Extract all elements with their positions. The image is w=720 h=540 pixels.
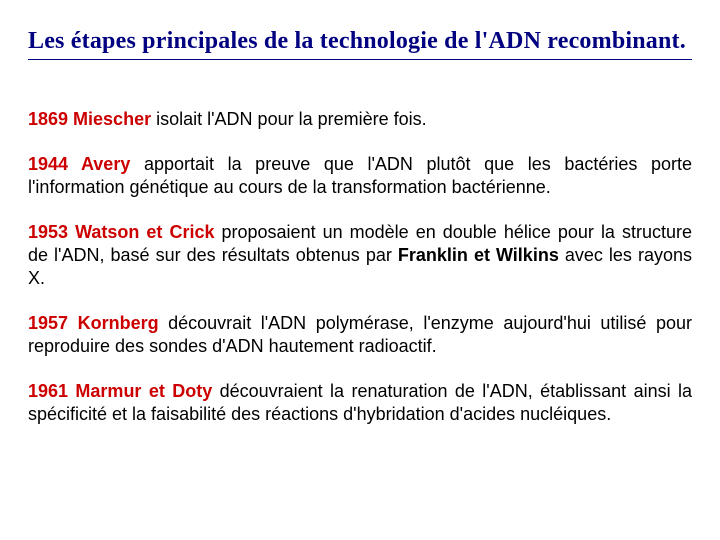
- timeline-entry: 1944 Avery apportait la preuve que l'ADN…: [28, 153, 692, 199]
- slide: Les étapes principales de la technologie…: [0, 0, 720, 540]
- year-name: 1944 Avery: [28, 154, 130, 174]
- timeline-entry: 1961 Marmur et Doty découvraient la rena…: [28, 380, 692, 426]
- entry-text: isolait l'ADN pour la première fois.: [151, 109, 427, 129]
- year-name: 1957 Kornberg: [28, 313, 159, 333]
- year-name: 1961 Marmur et Doty: [28, 381, 212, 401]
- year-name: 1869 Miescher: [28, 109, 151, 129]
- timeline-entry: 1953 Watson et Crick proposaient un modè…: [28, 221, 692, 290]
- timeline-entry: 1869 Miescher isolait l'ADN pour la prem…: [28, 108, 692, 131]
- timeline-entry: 1957 Kornberg découvrait l'ADN polyméras…: [28, 312, 692, 358]
- other-name: Franklin et Wilkins: [398, 245, 559, 265]
- year-name: 1953 Watson et Crick: [28, 222, 214, 242]
- slide-title: Les étapes principales de la technologie…: [28, 28, 692, 60]
